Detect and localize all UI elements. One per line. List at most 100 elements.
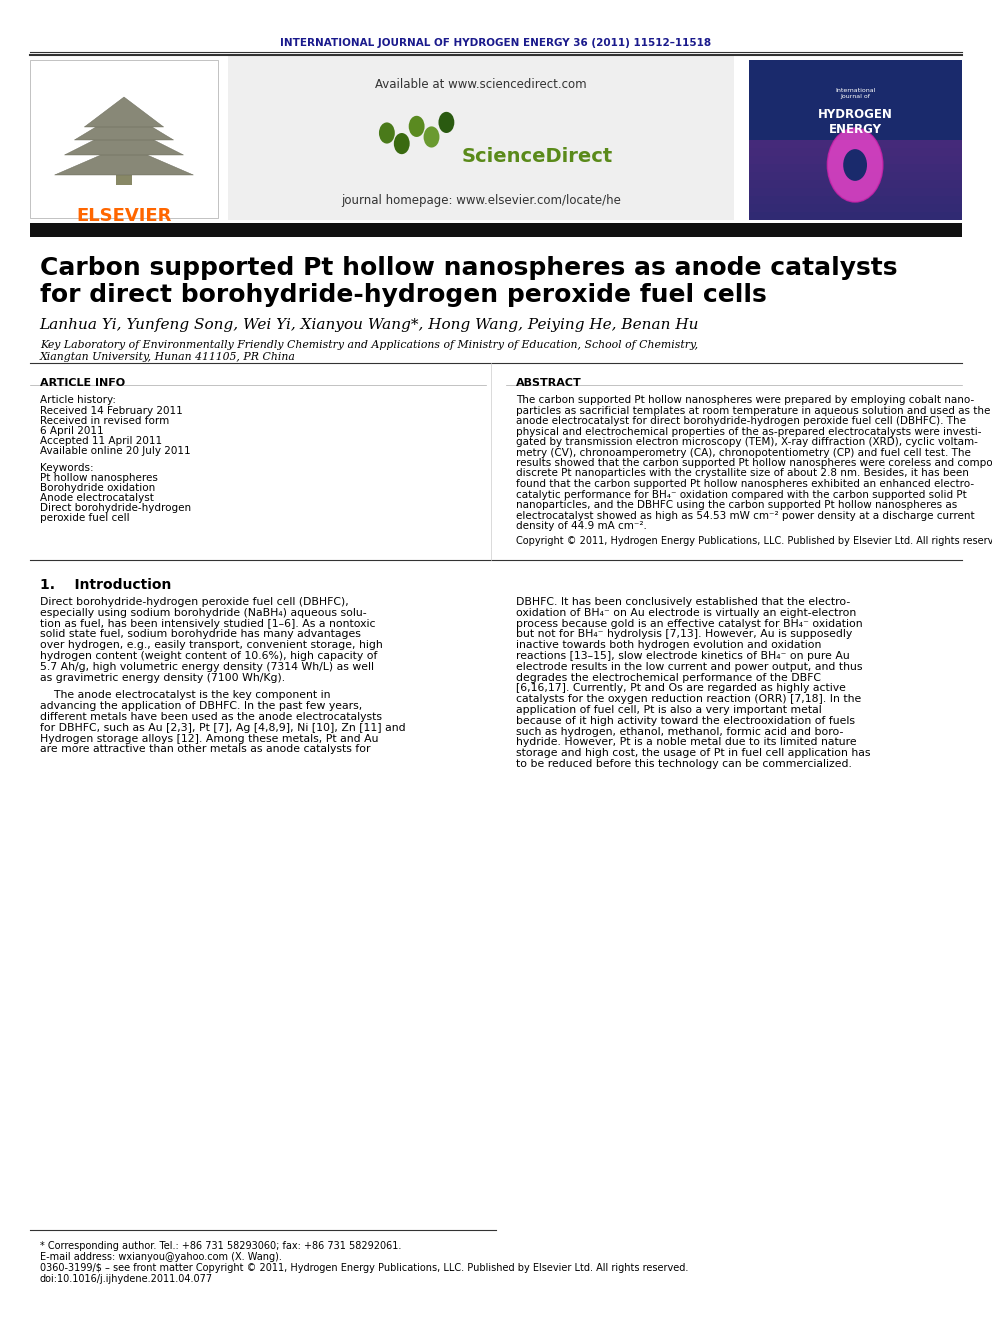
Circle shape	[424, 127, 439, 148]
Text: doi:10.1016/j.ijhydene.2011.04.077: doi:10.1016/j.ijhydene.2011.04.077	[40, 1274, 213, 1285]
Bar	[30, 60, 218, 218]
Text: ARTICLE INFO: ARTICLE INFO	[40, 378, 125, 388]
Text: electrode results in the low current and power output, and thus: electrode results in the low current and…	[516, 662, 862, 672]
Text: Carbon supported Pt hollow nanospheres as anode catalysts: Carbon supported Pt hollow nanospheres a…	[40, 255, 897, 280]
Text: journal homepage: www.elsevier.com/locate/he: journal homepage: www.elsevier.com/locat…	[341, 194, 621, 206]
Bar	[228, 56, 734, 220]
Text: storage and high cost, the usage of Pt in fuel cell application has: storage and high cost, the usage of Pt i…	[516, 749, 870, 758]
Circle shape	[394, 134, 410, 155]
Text: process because gold is an effective catalyst for BH₄⁻ oxidation: process because gold is an effective cat…	[516, 619, 862, 628]
Text: Received 14 February 2011: Received 14 February 2011	[40, 406, 183, 415]
Text: results showed that the carbon supported Pt hollow nanospheres were coreless and: results showed that the carbon supported…	[516, 458, 992, 468]
Text: The anode electrocatalyst is the key component in: The anode electrocatalyst is the key com…	[40, 691, 330, 700]
Text: for DBHFC, such as Au [2,3], Pt [7], Ag [4,8,9], Ni [10], Zn [11] and: for DBHFC, such as Au [2,3], Pt [7], Ag …	[40, 722, 406, 733]
Text: catalytic performance for BH₄⁻ oxidation compared with the carbon supported soli: catalytic performance for BH₄⁻ oxidation…	[516, 490, 966, 500]
Text: hydride. However, Pt is a noble metal due to its limited nature: hydride. However, Pt is a noble metal du…	[516, 737, 856, 747]
Bar	[749, 156, 962, 164]
Text: electrocatalyst showed as high as 54.53 mW cm⁻² power density at a discharge cur: electrocatalyst showed as high as 54.53 …	[516, 511, 974, 520]
Polygon shape	[64, 124, 184, 155]
Text: Pt hollow nanospheres: Pt hollow nanospheres	[40, 474, 158, 483]
Text: such as hydrogen, ethanol, methanol, formic acid and boro-: such as hydrogen, ethanol, methanol, for…	[516, 726, 843, 737]
Text: density of 44.9 mA cm⁻².: density of 44.9 mA cm⁻².	[516, 521, 647, 531]
Text: Accepted 11 April 2011: Accepted 11 April 2011	[40, 437, 162, 446]
Text: International
Journal of: International Journal of	[835, 89, 875, 99]
Text: physical and electrochemical properties of the as-prepared electrocatalysts were: physical and electrochemical properties …	[516, 426, 981, 437]
Text: for direct borohydride-hydrogen peroxide fuel cells: for direct borohydride-hydrogen peroxide…	[40, 283, 767, 307]
Bar	[749, 180, 962, 188]
Bar	[749, 172, 962, 180]
Text: Borohydride oxidation: Borohydride oxidation	[40, 483, 155, 493]
Circle shape	[438, 112, 454, 134]
Text: Keywords:: Keywords:	[40, 463, 93, 474]
Text: INTERNATIONAL JOURNAL OF HYDROGEN ENERGY 36 (2011) 11512–11518: INTERNATIONAL JOURNAL OF HYDROGEN ENERGY…	[281, 38, 711, 48]
Text: Xiangtan University, Hunan 411105, PR China: Xiangtan University, Hunan 411105, PR Ch…	[40, 352, 296, 363]
Circle shape	[827, 128, 883, 202]
Bar	[749, 60, 962, 220]
Text: [6,16,17]. Currently, Pt and Os are regarded as highly active: [6,16,17]. Currently, Pt and Os are rega…	[516, 684, 846, 693]
Bar	[116, 149, 132, 185]
Text: inactive towards both hydrogen evolution and oxidation: inactive towards both hydrogen evolution…	[516, 640, 821, 650]
Text: reactions [13–15], slow electrode kinetics of BH₄⁻ on pure Au: reactions [13–15], slow electrode kineti…	[516, 651, 849, 662]
Text: Article history:: Article history:	[40, 396, 116, 405]
Text: 1.    Introduction: 1. Introduction	[40, 578, 171, 591]
Text: anode electrocatalyst for direct borohydride-hydrogen peroxide fuel cell (DBHFC): anode electrocatalyst for direct borohyd…	[516, 415, 966, 426]
Text: to be reduced before this technology can be commercialized.: to be reduced before this technology can…	[516, 759, 852, 769]
Text: as gravimetric energy density (7100 Wh/Kg).: as gravimetric energy density (7100 Wh/K…	[40, 672, 285, 683]
Text: Lanhua Yi, Yunfeng Song, Wei Yi, Xianyou Wang*, Hong Wang, Peiying He, Benan Hu: Lanhua Yi, Yunfeng Song, Wei Yi, Xianyou…	[40, 318, 699, 332]
Text: ABSTRACT: ABSTRACT	[516, 378, 581, 388]
Text: ELSEVIER: ELSEVIER	[76, 206, 172, 225]
Text: but not for BH₄⁻ hydrolysis [7,13]. However, Au is supposedly: but not for BH₄⁻ hydrolysis [7,13]. Howe…	[516, 630, 852, 639]
Text: The carbon supported Pt hollow nanospheres were prepared by employing cobalt nan: The carbon supported Pt hollow nanospher…	[516, 396, 974, 405]
Text: application of fuel cell, Pt is also a very important metal: application of fuel cell, Pt is also a v…	[516, 705, 821, 714]
Text: 6 April 2011: 6 April 2011	[40, 426, 103, 437]
Bar	[749, 140, 962, 148]
Bar	[749, 164, 962, 172]
Text: DBHFC. It has been conclusively established that the electro-: DBHFC. It has been conclusively establis…	[516, 597, 850, 607]
Polygon shape	[74, 110, 174, 140]
Text: Anode electrocatalyst: Anode electrocatalyst	[40, 493, 154, 503]
Polygon shape	[84, 97, 164, 127]
Text: Hydrogen storage alloys [12]. Among these metals, Pt and Au: Hydrogen storage alloys [12]. Among thes…	[40, 733, 378, 744]
Text: discrete Pt nanoparticles with the crystallite size of about 2.8 nm. Besides, it: discrete Pt nanoparticles with the cryst…	[516, 468, 969, 479]
Bar	[30, 224, 962, 237]
Text: found that the carbon supported Pt hollow nanospheres exhibited an enhanced elec: found that the carbon supported Pt hollo…	[516, 479, 974, 490]
Text: over hydrogen, e.g., easily transport, convenient storage, high: over hydrogen, e.g., easily transport, c…	[40, 640, 383, 650]
Circle shape	[379, 123, 395, 144]
Text: 5.7 Ah/g, high volumetric energy density (7314 Wh/L) as well: 5.7 Ah/g, high volumetric energy density…	[40, 662, 374, 672]
Text: because of it high activity toward the electrooxidation of fuels: because of it high activity toward the e…	[516, 716, 855, 726]
Text: ScienceDirect: ScienceDirect	[461, 147, 612, 165]
Text: Available online 20 July 2011: Available online 20 July 2011	[40, 446, 190, 456]
Text: Key Laboratory of Environmentally Friendly Chemistry and Applications of Ministr: Key Laboratory of Environmentally Friend…	[40, 340, 697, 351]
Text: * Corresponding author. Tel.: +86 731 58293060; fax: +86 731 58292061.: * Corresponding author. Tel.: +86 731 58…	[40, 1241, 401, 1252]
Text: different metals have been used as the anode electrocatalysts: different metals have been used as the a…	[40, 712, 382, 722]
Text: nanoparticles, and the DBHFC using the carbon supported Pt hollow nanospheres as: nanoparticles, and the DBHFC using the c…	[516, 500, 957, 509]
Text: E-mail address: wxianyou@yahoo.com (X. Wang).: E-mail address: wxianyou@yahoo.com (X. W…	[40, 1252, 282, 1262]
Text: are more attractive than other metals as anode catalysts for: are more attractive than other metals as…	[40, 745, 370, 754]
Polygon shape	[55, 146, 193, 175]
Text: Available at www.sciencedirect.com: Available at www.sciencedirect.com	[375, 78, 587, 91]
Bar	[749, 188, 962, 196]
Bar	[749, 196, 962, 204]
Bar	[749, 212, 962, 220]
Text: metry (CV), chronoamperometry (CA), chronopotentiometry (CP) and fuel cell test.: metry (CV), chronoamperometry (CA), chro…	[516, 447, 971, 458]
Text: 0360-3199/$ – see front matter Copyright © 2011, Hydrogen Energy Publications, L: 0360-3199/$ – see front matter Copyright…	[40, 1263, 688, 1273]
Bar	[749, 204, 962, 212]
Circle shape	[843, 149, 867, 181]
Text: hydrogen content (weight content of 10.6%), high capacity of: hydrogen content (weight content of 10.6…	[40, 651, 377, 662]
Text: gated by transmission electron microscopy (TEM), X-ray diffraction (XRD), cyclic: gated by transmission electron microscop…	[516, 437, 978, 447]
Text: Received in revised form: Received in revised form	[40, 415, 169, 426]
Text: particles as sacrificial templates at room temperature in aqueous solution and u: particles as sacrificial templates at ro…	[516, 406, 990, 415]
Text: HYDROGEN
ENERGY: HYDROGEN ENERGY	[817, 108, 893, 136]
Text: advancing the application of DBHFC. In the past few years,: advancing the application of DBHFC. In t…	[40, 701, 362, 712]
Bar	[749, 148, 962, 156]
Text: Direct borohydride-hydrogen: Direct borohydride-hydrogen	[40, 503, 190, 513]
Text: tion as fuel, has been intensively studied [1–6]. As a nontoxic: tion as fuel, has been intensively studi…	[40, 619, 375, 628]
Text: peroxide fuel cell: peroxide fuel cell	[40, 513, 129, 523]
Text: catalysts for the oxygen reduction reaction (ORR) [7,18]. In the: catalysts for the oxygen reduction react…	[516, 695, 861, 704]
Text: solid state fuel, sodium borohydride has many advantages: solid state fuel, sodium borohydride has…	[40, 630, 360, 639]
Text: Direct borohydride-hydrogen peroxide fuel cell (DBHFC),: Direct borohydride-hydrogen peroxide fue…	[40, 597, 348, 607]
Text: especially using sodium borohydride (NaBH₄) aqueous solu-: especially using sodium borohydride (NaB…	[40, 607, 366, 618]
Circle shape	[409, 116, 425, 138]
Text: oxidation of BH₄⁻ on Au electrode is virtually an eight-electron: oxidation of BH₄⁻ on Au electrode is vir…	[516, 607, 856, 618]
Text: degrades the electrochemical performance of the DBFC: degrades the electrochemical performance…	[516, 672, 820, 683]
